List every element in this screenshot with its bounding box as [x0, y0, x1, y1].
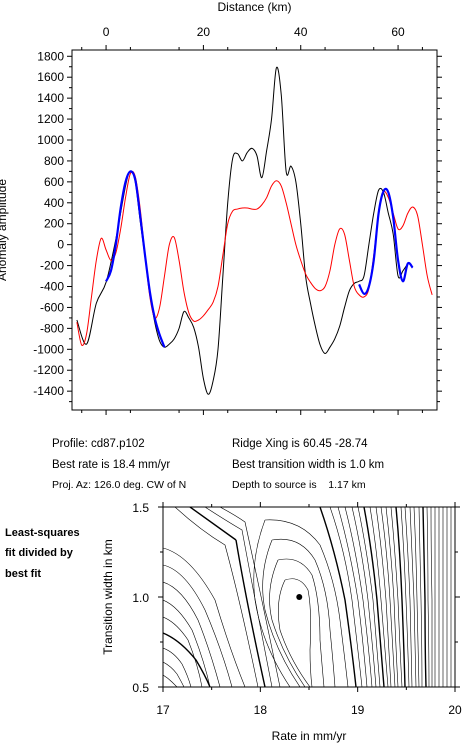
y-tick-label: -600 [40, 300, 64, 314]
y-tick-label: -200 [40, 259, 64, 273]
fit-segment-line-1 [105, 170, 166, 348]
info-rate: Best rate is 18.4 mm/yr [52, 459, 170, 471]
contour-y-axis-title: Transition width in km [101, 539, 115, 655]
y-tick-label: 0 [57, 238, 64, 252]
y-tick-label: 400 [44, 196, 64, 210]
y-tick-label: 1200 [37, 112, 64, 126]
y-tick-label: -400 [40, 280, 64, 294]
profile-plot-lines [76, 66, 433, 395]
contour-plot-ticks: 17 18 19 20 0.5 1.0 1.5 [132, 501, 462, 717]
info-depth: Depth to source is 1.17 km [232, 479, 366, 491]
model-profile-line [76, 170, 433, 347]
y-tick-label: 1600 [37, 70, 64, 84]
info-width: Best transition width is 1.0 km [232, 459, 384, 471]
y-tick-label: 600 [44, 175, 64, 189]
width-tick-label: 1.0 [132, 591, 149, 605]
rate-tick-label: 20 [448, 703, 462, 717]
info-azimuth: Proj. Az: 126.0 deg. CW of N [52, 479, 186, 491]
side-note: Least-squares fit divided by best fit [5, 527, 80, 580]
x-tick-label: 40 [294, 25, 308, 39]
side-note-line-1: Least-squares [5, 527, 80, 539]
rate-tick-label: 19 [351, 703, 365, 717]
y-tick-label: -1000 [33, 342, 64, 356]
y-tick-label: 200 [44, 217, 64, 231]
x-tick-label: 0 [103, 25, 110, 39]
info-ridge: Ridge Xing is 60.45 -28.74 [232, 438, 368, 450]
y-tick-label: -1400 [33, 384, 64, 398]
profile-y-axis-title: Anomaly amplitude [0, 179, 9, 281]
info-profile: Profile: cd87.p102 [52, 438, 145, 450]
observed-profile-line [76, 66, 409, 395]
profile-plot-frame [71, 49, 438, 411]
width-tick-label: 0.5 [132, 681, 149, 695]
side-note-line-2: fit divided by [5, 547, 74, 559]
profile-x-axis-title: Distance (km) [217, 0, 291, 14]
y-tick-label: -1200 [33, 363, 64, 377]
info-block: Profile: cd87.p102 Ridge Xing is 60.45 -… [52, 438, 384, 491]
y-tick-label: 1800 [37, 49, 64, 63]
contour-lines [163, 507, 452, 687]
x-tick-label: 60 [391, 25, 405, 39]
rate-tick-label: 17 [156, 703, 170, 717]
y-tick-label: 1000 [37, 133, 64, 147]
side-note-line-3: best fit [5, 568, 41, 580]
contour-plot: 17 18 19 20 0.5 1.0 1.5 Rate in mm/yr Transiti… [101, 501, 462, 743]
profile-plot: -1400-1200-1000-800-600-400-200020040060… [0, 0, 442, 415]
fit-segment-line-2 [358, 187, 414, 295]
y-tick-label: -800 [40, 321, 64, 335]
y-tick-label: 1400 [37, 91, 64, 105]
rate-tick-label: 18 [254, 703, 268, 717]
width-tick-label: 1.5 [132, 501, 149, 515]
best-fit-point [296, 594, 303, 600]
profile-plot-ticks: -1400-1200-1000-800-600-400-200020040060… [33, 25, 442, 415]
y-tick-label: 800 [44, 154, 64, 168]
contour-x-axis-title: Rate in mm/yr [272, 729, 347, 743]
x-tick-label: 20 [197, 25, 211, 39]
